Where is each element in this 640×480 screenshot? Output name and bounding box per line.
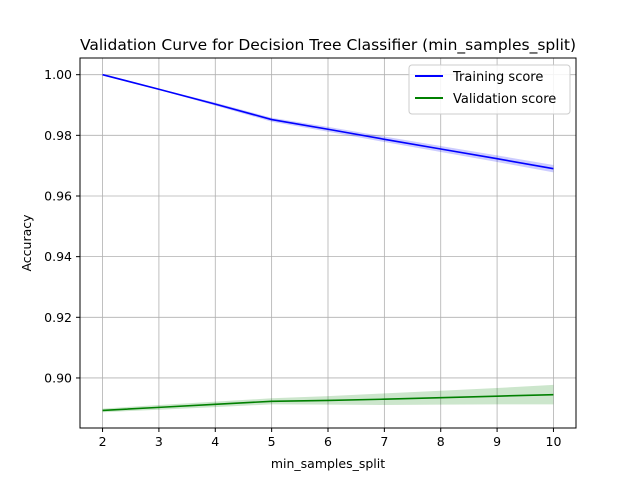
training-score-point xyxy=(270,118,273,121)
training-score-point xyxy=(101,73,104,76)
grid xyxy=(80,58,576,428)
legend-label-training: Training score xyxy=(452,70,543,85)
validation-score-point xyxy=(383,398,386,401)
x-tick-label: 2 xyxy=(99,434,107,449)
y-tick-label: 0.98 xyxy=(44,128,72,143)
training-score-point xyxy=(327,128,330,131)
validation-score-point xyxy=(327,399,330,402)
training-score-band xyxy=(102,74,554,173)
y-axis-label: Accuracy xyxy=(19,214,34,272)
x-tick-label: 9 xyxy=(493,434,501,449)
validation-score-band xyxy=(102,384,554,413)
training-score-point xyxy=(496,157,499,160)
legend: Training score Validation score xyxy=(408,64,571,115)
confidence-bands xyxy=(102,74,554,413)
validation-score-line xyxy=(102,393,554,412)
x-tick-label: 7 xyxy=(380,434,388,449)
validation-score-point xyxy=(552,393,555,396)
y-tick-label: 0.94 xyxy=(44,249,72,264)
y-tick-label: 0.90 xyxy=(44,370,72,385)
x-tick-label: 6 xyxy=(324,434,332,449)
validation-score-point xyxy=(101,409,104,412)
validation-score-point xyxy=(439,396,442,399)
training-score-point xyxy=(214,103,217,106)
axis-ticks: 2 3 4 5 6 7 8 9 10 0.90 0.92 0.94 0.96 0.98 1.00 xyxy=(44,67,561,449)
y-tick-label: 0.96 xyxy=(44,188,72,203)
x-tick-label: 10 xyxy=(546,434,562,449)
training-score-line xyxy=(102,73,554,170)
x-tick-label: 8 xyxy=(437,434,445,449)
x-axis-label: min_samples_split xyxy=(271,456,385,471)
training-score-point xyxy=(439,147,442,150)
validation-score-point xyxy=(270,400,273,403)
training-score-point xyxy=(383,138,386,141)
y-tick-label: 0.92 xyxy=(44,310,72,325)
series-lines xyxy=(101,73,555,412)
y-tick-label: 1.00 xyxy=(44,67,72,82)
training-score-point xyxy=(552,167,555,170)
x-tick-label: 4 xyxy=(211,434,219,449)
legend-box xyxy=(408,64,571,115)
x-tick-label: 3 xyxy=(155,434,163,449)
legend-label-validation: Validation score xyxy=(453,92,556,107)
validation-score-point xyxy=(214,403,217,406)
chart-title: Validation Curve for Decision Tree Class… xyxy=(80,36,576,55)
validation-score-point xyxy=(157,406,160,409)
training-score-point xyxy=(157,88,160,91)
validation-score-point xyxy=(496,395,499,398)
x-tick-label: 5 xyxy=(268,434,276,449)
